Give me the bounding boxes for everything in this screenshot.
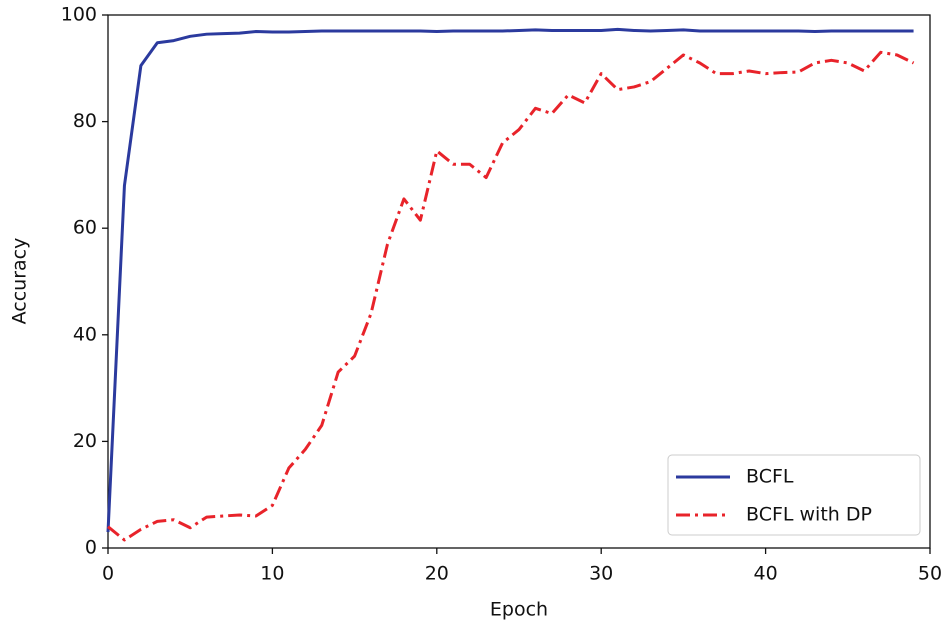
y-tick-label: 100 [61, 4, 97, 26]
x-tick-label: 40 [754, 563, 778, 585]
data-line [107, 50, 915, 542]
x-axis-label: Epoch [490, 599, 548, 621]
legend-box [667, 454, 921, 536]
legend-label: BCFL with DP [746, 504, 872, 526]
x-tick-label: 0 [102, 563, 114, 585]
x-tick-label: 10 [260, 563, 284, 585]
x-tick-label: 20 [425, 563, 449, 585]
y-tick-label: 0 [85, 537, 97, 559]
data-line [106, 27, 914, 533]
x-tick-label: 30 [589, 563, 613, 585]
x-tick-label: 50 [918, 563, 942, 585]
y-tick-label: 80 [73, 110, 97, 132]
y-tick-label: 60 [73, 217, 97, 239]
y-axis-label: Accuracy [9, 238, 31, 325]
plot-frame [107, 14, 931, 549]
legend-label: BCFL [746, 466, 794, 488]
y-tick-label: 40 [73, 323, 97, 345]
y-tick-label: 20 [73, 430, 97, 452]
